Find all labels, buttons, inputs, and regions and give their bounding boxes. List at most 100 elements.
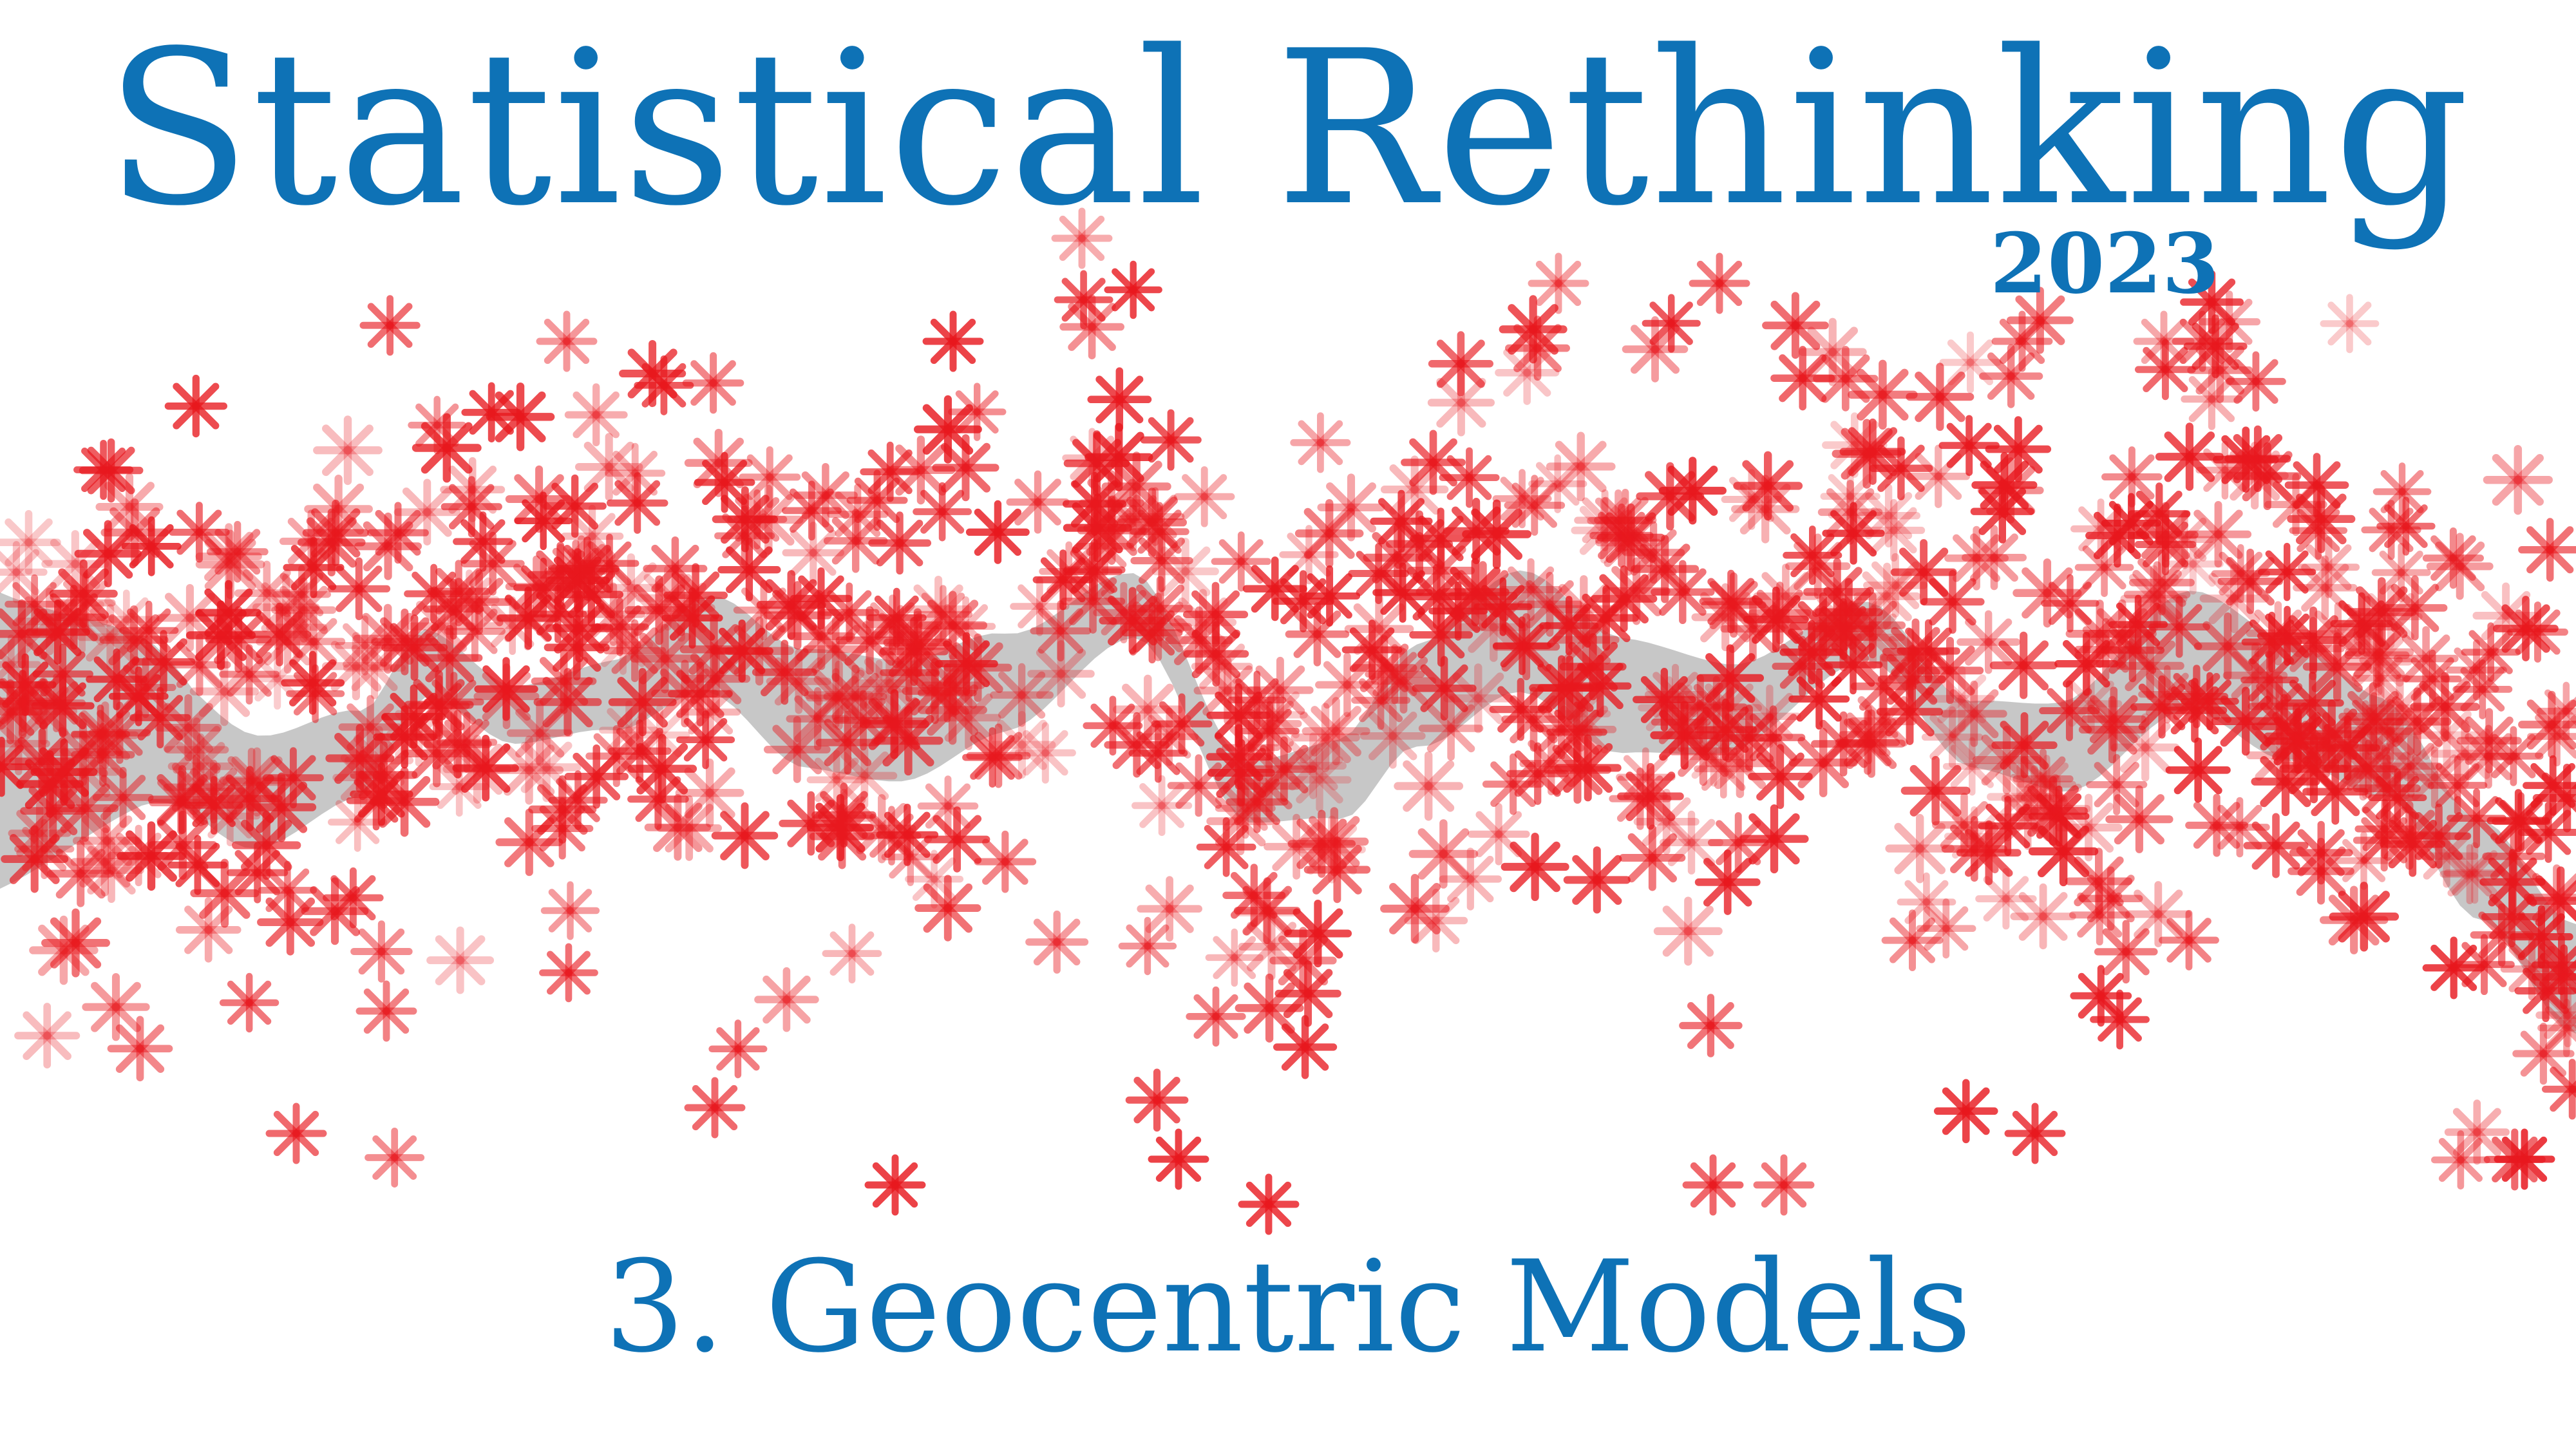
asterisk-point [412, 413, 482, 483]
asterisk-point [2393, 626, 2459, 691]
asterisk-point [871, 605, 931, 665]
asterisk-point [2128, 549, 2195, 616]
asterisk-point [2535, 983, 2576, 1048]
asterisk-point [711, 802, 779, 869]
asterisk-point [367, 502, 429, 564]
asterisk-point [373, 705, 437, 769]
asterisk-point [2070, 498, 2132, 560]
asterisk-point [1770, 346, 1835, 411]
asterisk-point [1302, 697, 1370, 766]
asterisk-point [733, 580, 794, 641]
asterisk-point [1942, 737, 2002, 796]
asterisk-point [1940, 680, 2007, 747]
asterisk-point [190, 858, 260, 928]
asterisk-point [1206, 724, 1272, 790]
asterisk-point [1587, 489, 1650, 553]
asterisk-point [417, 625, 483, 691]
asterisk-point [1014, 722, 1076, 784]
asterisk-point [1428, 331, 1493, 397]
asterisk-point [1412, 656, 1477, 721]
asterisk-point [2518, 518, 2576, 582]
asterisk-point [1743, 586, 1809, 652]
asterisk-point [727, 489, 788, 550]
asterisk-point [79, 837, 144, 904]
asterisk-point [1280, 732, 1347, 799]
asterisk-point [1975, 867, 2037, 930]
asterisk-point [734, 484, 804, 555]
asterisk-point [1299, 565, 1361, 627]
asterisk-point [2347, 577, 2417, 647]
asterisk-point [1235, 882, 1298, 944]
asterisk-point [1970, 479, 2034, 544]
asterisk-point [1467, 802, 1530, 866]
asterisk-point [247, 772, 317, 842]
asterisk-point [2010, 883, 2076, 950]
asterisk-point [786, 687, 849, 751]
asterisk-point [1682, 1154, 1744, 1216]
asterisk-point [323, 867, 384, 929]
asterisk-point [2339, 739, 2398, 799]
asterisk-point [544, 540, 607, 603]
asterisk-point [1493, 613, 1560, 681]
asterisk-point [2123, 561, 2191, 629]
asterisk-point [1939, 331, 2002, 393]
asterisk-point [2452, 659, 2513, 719]
asterisk-point [1206, 787, 1275, 856]
asterisk-point [681, 644, 751, 714]
asterisk-point [913, 482, 972, 542]
asterisk-point [219, 972, 279, 1033]
slide-year: 2023 [1990, 216, 2220, 312]
asterisk-point [1694, 698, 1757, 761]
asterisk-point [2483, 445, 2553, 515]
asterisk-point [2081, 687, 2146, 752]
asterisk-point [2023, 775, 2091, 843]
asterisk-point [452, 734, 519, 802]
asterisk-point [1876, 678, 1944, 745]
asterisk-point [1602, 557, 1671, 625]
asterisk-point [663, 563, 728, 628]
asterisk-point [1956, 820, 2022, 886]
asterisk-point [2217, 548, 2284, 614]
asterisk-point [866, 587, 927, 648]
asterisk-point [350, 920, 413, 983]
asterisk-point [281, 609, 346, 674]
asterisk-point [548, 770, 608, 830]
asterisk-point [1101, 451, 1171, 522]
asterisk-point [281, 650, 345, 715]
asterisk-point [2383, 687, 2452, 756]
asterisk-point [2380, 811, 2446, 877]
asterisk-point [427, 560, 491, 623]
asterisk-point [2470, 903, 2533, 967]
asterisk-point [675, 758, 744, 828]
asterisk-point [1132, 775, 1193, 837]
asterisk-point [1215, 778, 1276, 839]
asterisk-point [1443, 663, 1513, 734]
asterisk-point [1151, 538, 1219, 605]
asterisk-point [164, 717, 229, 782]
asterisk-point [1653, 896, 1723, 966]
asterisk-point [2507, 601, 2568, 663]
asterisk-point [1696, 644, 1764, 712]
asterisk-point [1633, 788, 1700, 855]
asterisk-point [461, 382, 522, 442]
asterisk-point [763, 716, 831, 783]
asterisk-point [608, 668, 677, 737]
asterisk-point [149, 770, 213, 835]
asterisk-point [175, 897, 242, 963]
asterisk-point [1546, 431, 1616, 502]
asterisk-point [1811, 711, 1877, 777]
asterisk-point [1075, 516, 1135, 576]
asterisk-point [265, 1103, 327, 1164]
asterisk-point [1501, 832, 1569, 902]
asterisk-point [1748, 744, 1813, 810]
asterisk-point [1788, 668, 1850, 730]
asterisk-point [1247, 656, 1314, 724]
asterisk-point [371, 608, 439, 676]
asterisk-point [1087, 367, 1152, 432]
asterisk-point [0, 653, 57, 716]
asterisk-point [806, 750, 867, 810]
asterisk-point [1173, 466, 1235, 527]
asterisk-point [1733, 451, 1803, 521]
asterisk-point [2108, 594, 2168, 654]
